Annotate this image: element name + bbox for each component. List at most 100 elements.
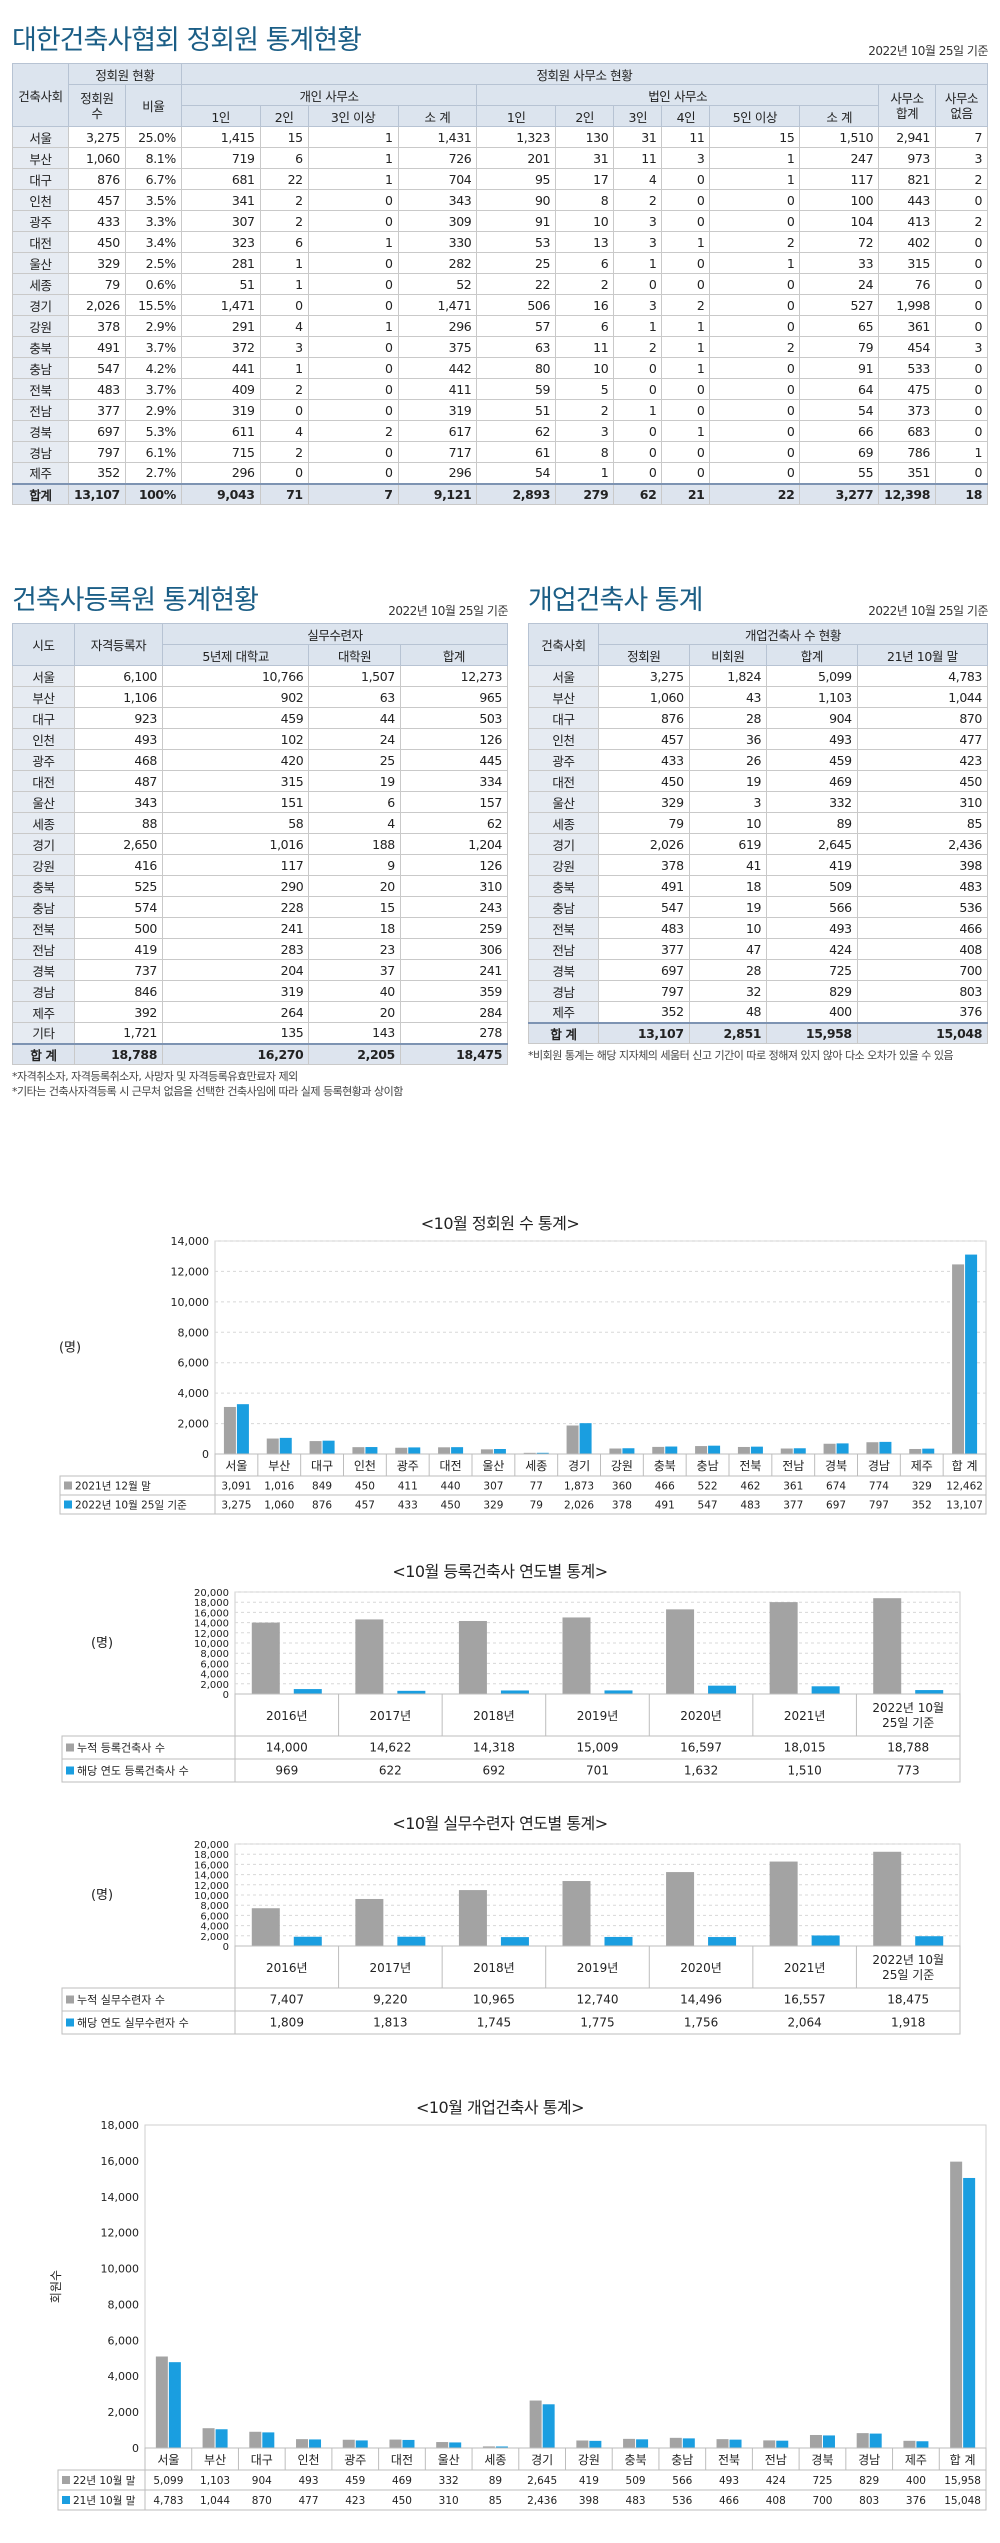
table-cell: 442 — [397, 357, 478, 379]
bar-series1-4 — [666, 1872, 695, 1946]
data-label: 18,475 — [887, 1993, 929, 2007]
data-label: 440 — [441, 1481, 461, 1493]
data-label: 493 — [719, 2475, 739, 2487]
table-row: 경남 797 6.1% 715 2 0 717 61 8 0 0 0 69 786 1 — [12, 441, 988, 463]
data-label: 774 — [869, 1481, 889, 1493]
table-cell: 41 — [688, 854, 768, 876]
table-cell: 11 — [661, 126, 711, 148]
table-cell: 352 — [68, 462, 126, 484]
row-region: 서울 — [528, 665, 599, 687]
x-tick-label: 전북 — [739, 1459, 761, 1473]
data-label: 408 — [766, 2495, 786, 2507]
table-cell: 3.3% — [124, 210, 182, 232]
y-tick-label: 12,000 — [101, 2227, 140, 2240]
data-label: 378 — [612, 1500, 632, 1512]
th-t3-region: 건축사회 — [528, 623, 599, 666]
table-cell: 416 — [74, 854, 163, 876]
table-cell: 4 — [259, 315, 309, 337]
total-cell: 22 — [709, 482, 801, 505]
table-cell: 450 — [68, 231, 126, 253]
x-tick-label: 2020년 — [680, 1961, 722, 1975]
t1-subhead-4: 1인 — [476, 105, 557, 127]
table-cell: 3 — [661, 147, 711, 169]
legend-entry: 2022년 10월 25일 기준 — [75, 1499, 187, 1512]
table-cell: 491 — [68, 336, 126, 358]
table-cell: 126 — [399, 854, 509, 876]
data-label: 491 — [655, 1500, 675, 1512]
row-region: 전남 — [12, 938, 75, 960]
table-cell: 0 — [307, 210, 399, 232]
legend-swatch — [66, 1743, 74, 1752]
x-tick-label: 2018년 — [473, 1961, 515, 1975]
bar-series1-15 — [856, 2433, 869, 2448]
t1-subhead-6: 3인 — [613, 105, 663, 127]
registration-date: 2022년 10월 25일 기준 — [388, 604, 508, 618]
table-cell: 359 — [399, 980, 509, 1002]
bar-series2-0 — [293, 1936, 322, 1946]
table-cell: 715 — [180, 441, 261, 463]
total-cell: 279 — [555, 482, 615, 505]
data-label: 16,557 — [784, 1993, 826, 2007]
table-cell: 493 — [766, 728, 858, 750]
table-cell: 95 — [476, 168, 557, 190]
table-cell: 32 — [688, 980, 768, 1002]
data-label: 876 — [312, 1500, 332, 1512]
table-cell: 65 — [799, 315, 880, 337]
table-cell: 846 — [74, 980, 163, 1002]
table-cell: 2,941 — [878, 126, 936, 148]
bar-series1-15 — [866, 1442, 879, 1454]
table-cell: 283 — [161, 938, 310, 960]
table-row: 전북 483 3.7% 409 2 0 411 59 5 0 0 0 64 475 0 — [12, 378, 988, 400]
table-cell: 8.1% — [124, 147, 182, 169]
th-t2-region: 시도 — [12, 623, 75, 666]
table-cell: 373 — [878, 399, 936, 421]
table-cell: 726 — [397, 147, 478, 169]
table-cell: 1 — [935, 441, 988, 463]
y-tick-label: 0 — [132, 2442, 139, 2455]
table-cell: 0 — [709, 189, 801, 211]
legend-row — [61, 1758, 961, 1783]
x-tick-label: 경북 — [825, 1459, 847, 1473]
row-region: 충북 — [12, 336, 69, 358]
data-label: 89 — [489, 2475, 502, 2487]
table-cell: 1,507 — [308, 665, 401, 687]
table-row: 경남 797 32 829 803 — [528, 980, 989, 1002]
table-cell: 0 — [661, 168, 711, 190]
total-cell: 12,398 — [878, 482, 936, 505]
x-tick-label: 경기 — [531, 2453, 553, 2467]
chart-registered-yearly: 02,0004,0006,0008,00010,00012,00014,0001… — [61, 1588, 961, 1783]
table-cell: 1 — [661, 420, 711, 442]
table-cell: 0 — [709, 420, 801, 442]
y-tick-label: 2,000 — [200, 1932, 229, 1943]
table-row: 기타 1,721 135 143 278 — [12, 1022, 509, 1044]
table-row: 경기 2,026 15.5% 1,471 0 0 1,471 506 16 3 2 0 527 1,998… — [12, 294, 988, 316]
chart1-title: <10월 정회원 수 통계> — [420, 1214, 580, 1233]
table-cell: 5 — [555, 378, 615, 400]
row-region: 전북 — [12, 378, 69, 400]
table-cell: 10 — [688, 917, 768, 939]
th-t3-group: 개업건축사 수 현황 — [598, 623, 988, 645]
y-tick-label: 14,000 — [194, 1871, 229, 1882]
row-region: 전남 — [12, 399, 69, 421]
table-cell: 0 — [307, 462, 399, 484]
table-cell: 377 — [68, 399, 126, 421]
table-cell: 1 — [661, 336, 711, 358]
total-cell: 3,277 — [799, 482, 880, 505]
table-cell: 1,204 — [399, 833, 509, 855]
data-label: 424 — [766, 2475, 786, 2487]
table-cell: 1 — [709, 168, 801, 190]
table-cell: 343 — [74, 791, 163, 813]
table-cell: 15 — [308, 896, 401, 918]
table-cell: 477 — [856, 728, 989, 750]
data-label: 1,756 — [684, 2016, 718, 2030]
table-cell: 22 — [476, 273, 557, 295]
bar-series2-10 — [665, 1446, 678, 1454]
row-region: 부산 — [12, 686, 75, 708]
table-cell: 0 — [709, 378, 801, 400]
bar-series2-0 — [168, 2362, 181, 2448]
bar-series1-1 — [355, 1898, 384, 1946]
table-cell: 876 — [68, 168, 126, 190]
table-cell: 9 — [308, 854, 401, 876]
table-cell: 566 — [766, 896, 858, 918]
table-cell: 315 — [161, 770, 310, 792]
